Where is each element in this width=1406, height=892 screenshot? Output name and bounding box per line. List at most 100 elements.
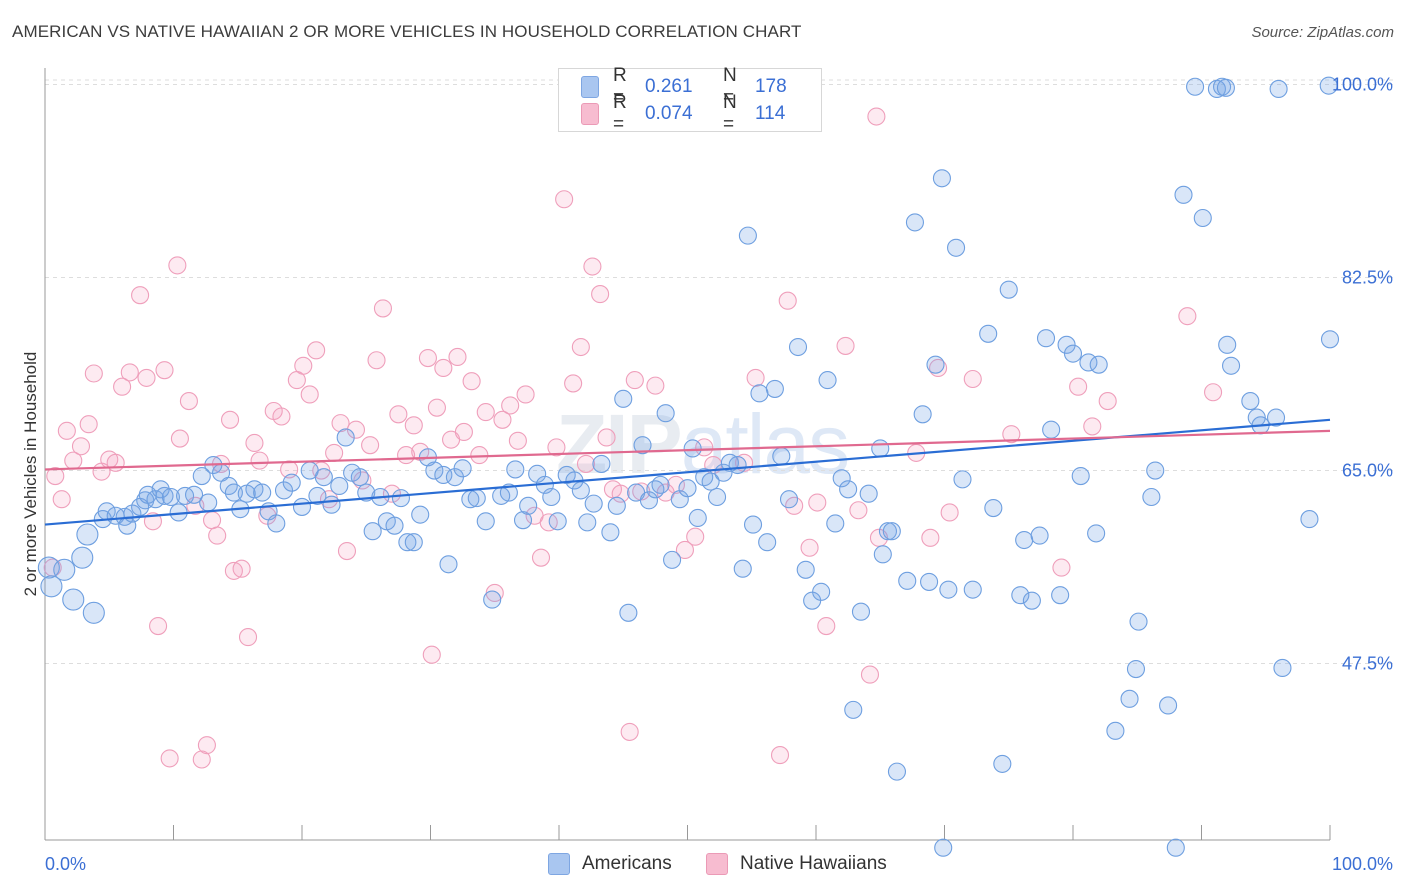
r-label: R = [612,92,627,135]
native-hawaiians-point [508,431,527,450]
native-hawaiians-point [547,438,566,457]
native-hawaiians-point [867,107,886,126]
americans-point [887,762,907,781]
native-hawaiians-point [280,460,299,479]
americans-point [905,213,924,232]
native-hawaiians-point [220,410,240,429]
r-label: R = [612,65,627,108]
native-hawaiians-point [454,422,473,441]
americans-point [733,559,752,578]
y-tick-label: 100.0% [1332,75,1393,95]
americans-point [633,436,652,455]
americans-point [308,486,327,505]
americans-point [1051,586,1070,605]
americans-point [832,469,851,488]
native-hawaiians-point [192,750,211,769]
native-hawaiians-point [555,190,574,209]
americans-point [758,533,777,552]
americans-point [425,461,444,480]
native-hawaiians-point [434,358,453,378]
americans-point [779,490,799,509]
native-hawaiians-point [307,341,326,360]
americans-point [1300,510,1319,529]
americans-point [878,522,898,541]
americans-point [363,522,382,541]
legend-row-americans: R = 0.261 N = 178 [581,65,821,108]
native-hawaiians-point [373,299,393,318]
native-hawaiians-point [746,368,765,387]
americans-point [1011,586,1030,605]
americans-point [772,447,791,466]
native-hawaiians-point [84,364,103,383]
native-hawaiians-point [1069,377,1088,396]
americans-point [71,546,94,569]
native-hawaiians-points [43,107,1223,769]
americans-point [1129,612,1148,631]
americans-trend-line [44,418,1331,526]
americans-point [483,590,502,609]
americans-point [350,468,369,487]
native-hawaiians-point [232,559,251,578]
americans-point [453,459,472,478]
tick-labels: 47.5% 65.0% 82.5% 100.0% 0.0% 100.0% 2 or more… [21,75,1393,874]
native-hawaiians-point [170,429,189,448]
trend-lines [44,418,1331,526]
americans-point [920,572,939,591]
americans-point [651,475,670,494]
gridlines [45,79,1395,665]
native-hawaiians-point [462,372,481,391]
americans-point [499,483,518,502]
americans-point [199,493,218,512]
americans-point [404,533,423,552]
native-hawaiians-point [571,337,590,357]
native-hawaiians-point [666,475,685,494]
americans-point [683,439,702,458]
n-label: N = [722,65,737,108]
native-hawaiians-point [106,453,125,472]
americans-point [584,494,603,513]
native-hawaiians-point [625,371,644,390]
n-label: N = [722,92,737,135]
native-hawaiians-point [695,438,714,457]
americans-point [506,460,525,479]
americans-point [314,468,333,487]
americans-point [926,355,945,374]
native-hawaiians-point [1178,307,1197,326]
native-hawaiians-point [849,501,868,520]
americans-point [571,481,590,500]
native-hawaiians-point [238,628,258,647]
americans-point [322,495,341,514]
americans-point [476,512,495,531]
r-value: 0.074 [644,103,693,124]
native-hawaiians-point [770,746,790,765]
americans-point [993,754,1012,773]
native-hawaiians-point [1204,383,1223,402]
native-hawaiians-point [646,376,665,395]
native-hawaiians-point [57,421,76,440]
y-tick-label: 82.5% [1342,268,1393,288]
native-hawaiians-point [250,451,269,470]
native-hawaiians-point [79,415,98,434]
native-hawaiians-point [921,528,940,547]
americans-point [818,371,837,390]
native-hawaiians-point [836,336,855,355]
native-hawaiians-point [531,548,551,567]
americans-point [788,337,808,357]
americans-point [391,489,410,508]
native-hawaiians-point [367,351,386,370]
native-hawaiians-point [168,256,187,275]
americans-point [750,384,769,403]
native-hawaiians-point [583,257,602,276]
native-hawaiians-swatch [581,103,599,125]
americans-point [513,511,533,530]
americans-point [619,603,638,622]
n-value: 178 [754,76,787,97]
americans-point [1146,461,1165,480]
native-hawaiians-point [860,665,880,684]
americans-point [947,238,966,257]
americans-point [1126,660,1146,679]
native-hawaiians-point [1083,417,1102,436]
native-hawaiians-point [597,428,616,447]
americans-point [979,324,998,343]
